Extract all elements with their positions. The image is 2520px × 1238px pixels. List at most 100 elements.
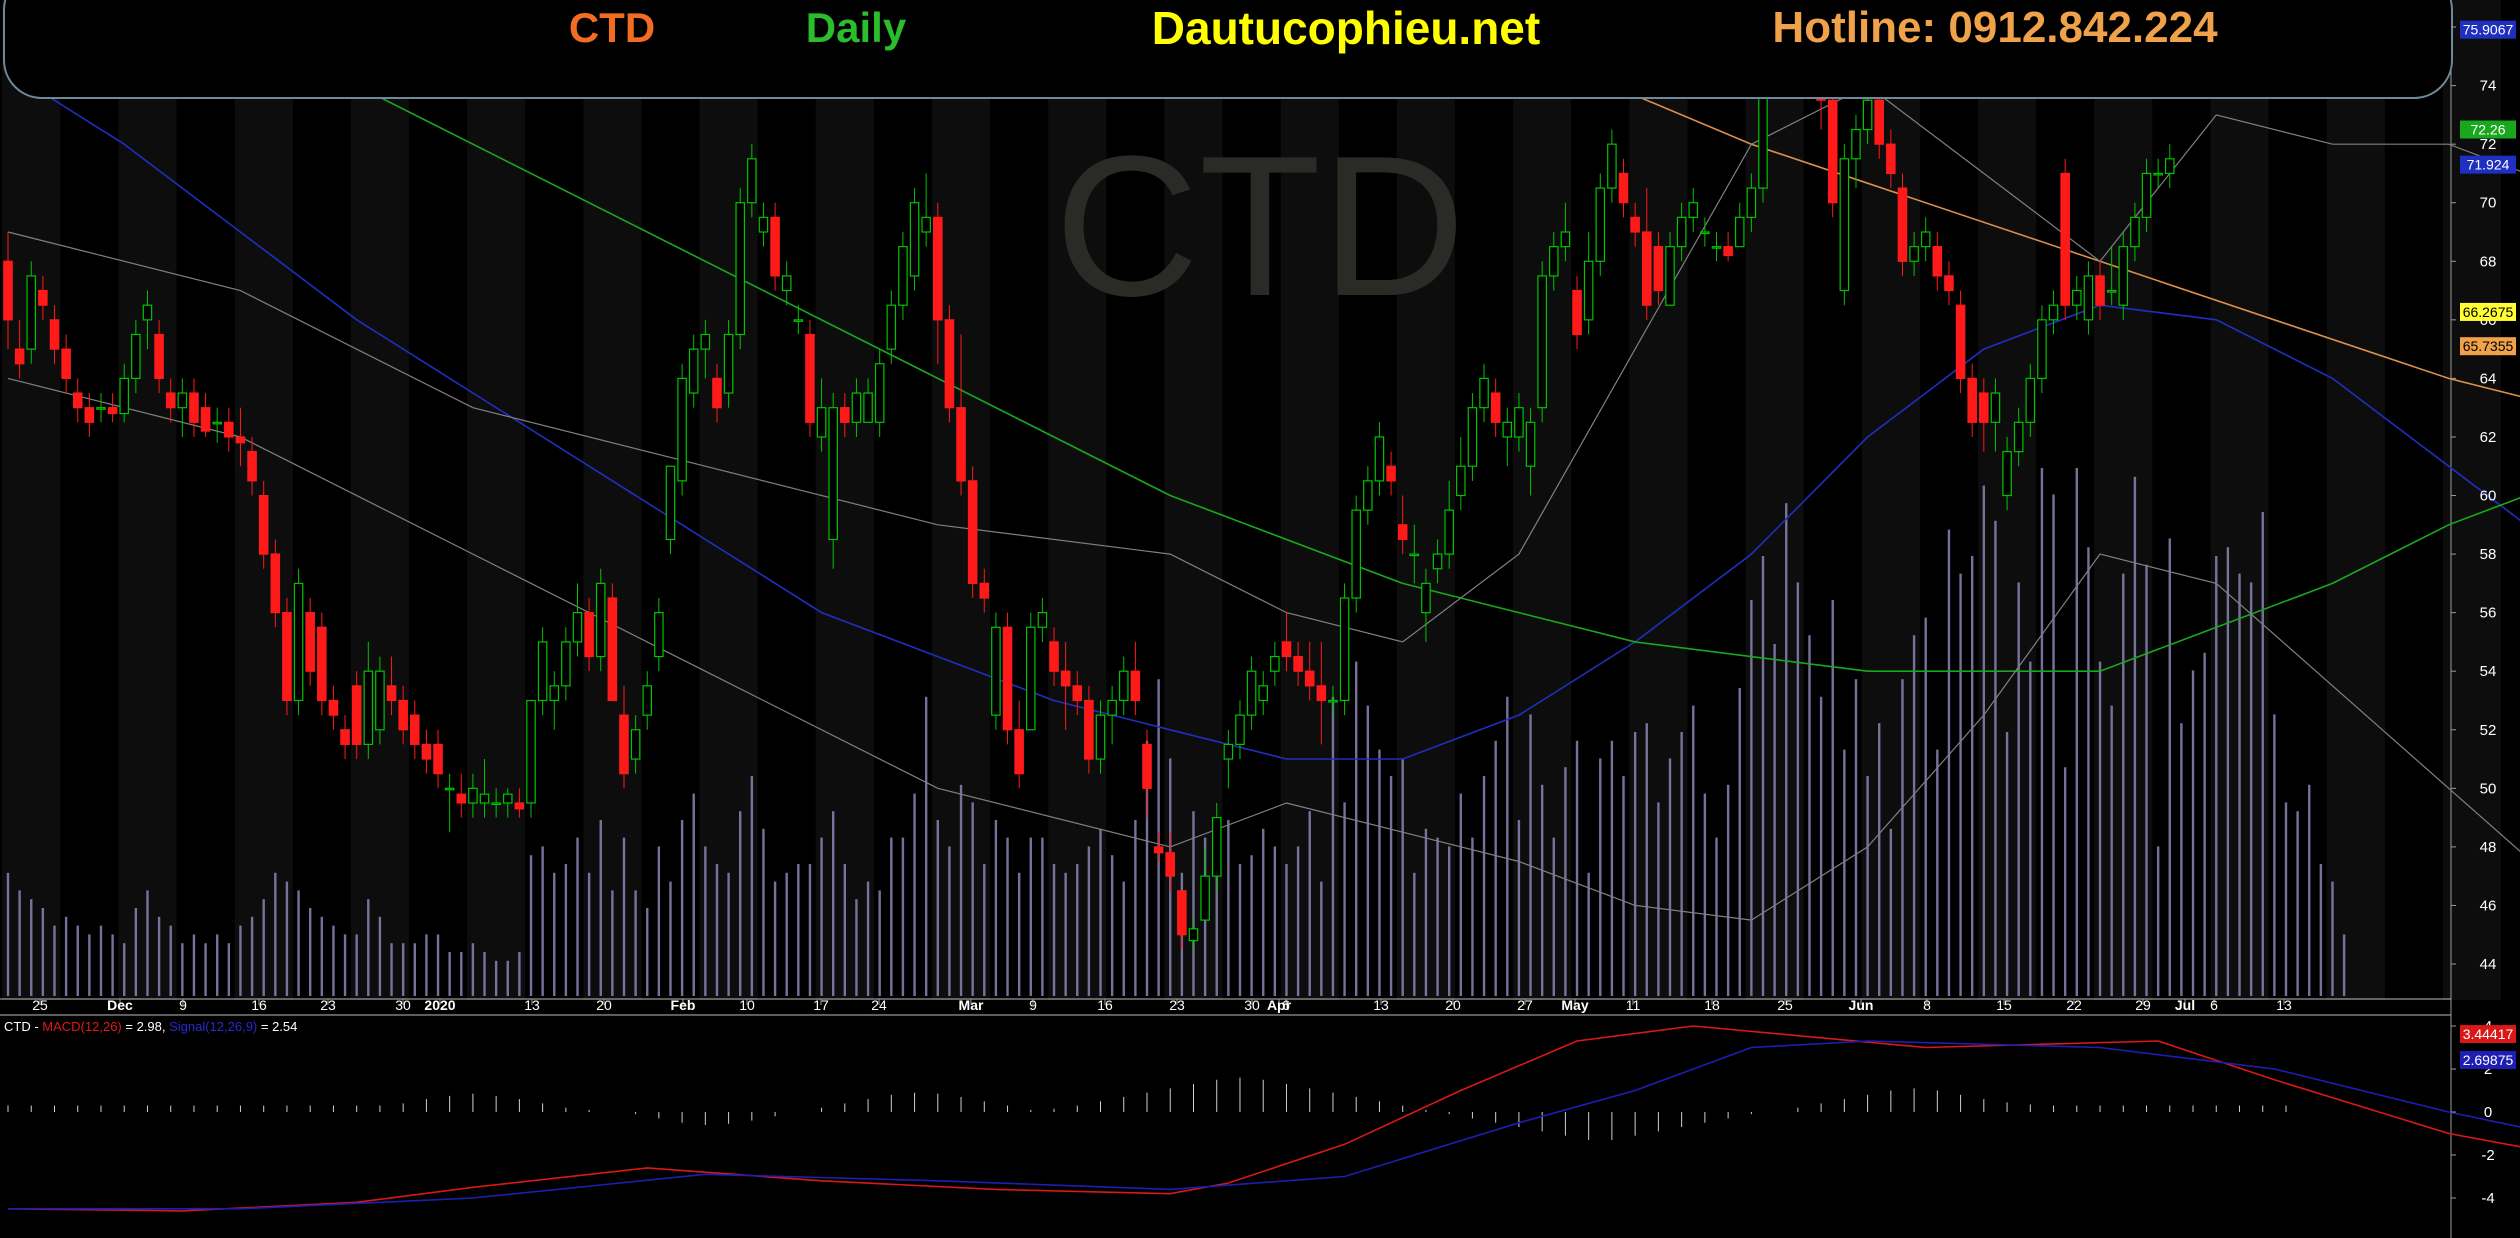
- candle: [142, 290, 153, 350]
- candle-body: [1746, 187, 1757, 218]
- volume-bar: [1970, 556, 1974, 996]
- candle-body: [2164, 158, 2175, 175]
- volume-bar: [1750, 600, 1753, 996]
- candle: [1653, 232, 1664, 306]
- candle: [258, 480, 269, 569]
- price-tick-label: 54: [2480, 663, 2497, 680]
- candle-body: [293, 582, 304, 702]
- candle-body: [1165, 852, 1176, 877]
- date-tick-label: 10: [739, 997, 755, 1013]
- volume-bar: [727, 872, 730, 996]
- volume-bar: [1459, 793, 1463, 996]
- candle: [921, 173, 931, 247]
- candle: [421, 729, 432, 774]
- volume-bar: [2308, 784, 2311, 996]
- volume-bar: [1110, 855, 1114, 996]
- candle: [351, 671, 362, 760]
- candle: [3, 232, 13, 350]
- candle-body: [1223, 743, 1234, 760]
- candle-body: [1107, 699, 1117, 716]
- volume-bar: [2017, 582, 2020, 996]
- candle: [642, 671, 653, 730]
- date-tick-label: 9: [179, 997, 187, 1013]
- volume-bar: [622, 837, 626, 996]
- candle-body: [2060, 172, 2070, 306]
- candle-body: [607, 597, 618, 702]
- candle-body: [479, 793, 490, 804]
- volume-bar: [460, 952, 463, 996]
- volume-bar: [99, 925, 103, 996]
- candle-body: [944, 319, 955, 409]
- candle-body: [1676, 216, 1687, 248]
- candle-body: [654, 612, 664, 658]
- date-tick-label: 18: [1704, 997, 1720, 1013]
- candle-body: [1700, 231, 1710, 235]
- candle-body: [1270, 655, 1280, 672]
- candle: [1293, 641, 1303, 686]
- volume-bar: [1134, 820, 1137, 996]
- candle: [1328, 685, 1338, 716]
- volume-bar: [1587, 872, 1590, 996]
- candle: [14, 319, 25, 379]
- candle: [305, 598, 315, 686]
- candle-body: [1235, 714, 1245, 745]
- candle-body: [1432, 553, 1443, 570]
- volume-bar: [2145, 564, 2148, 996]
- price-tick-label: 70: [2480, 195, 2497, 212]
- candle: [1456, 436, 1466, 511]
- date-tick-label: May: [1561, 997, 1588, 1013]
- candle: [1560, 202, 1571, 262]
- volume-bar: [64, 916, 68, 996]
- candle: [654, 598, 664, 672]
- candle-body: [1618, 172, 1629, 204]
- candle-body: [828, 407, 838, 541]
- volume-bar: [192, 934, 196, 996]
- candle-body: [2118, 246, 2129, 306]
- volume-bar: [1447, 846, 1451, 996]
- date-tick-label: Apr: [1267, 997, 1292, 1013]
- candle: [572, 583, 583, 657]
- price-tick-label: 60: [2480, 488, 2497, 505]
- candle: [2002, 436, 2012, 511]
- candle-body: [247, 451, 257, 482]
- candle-body: [2153, 172, 2163, 176]
- volume-bar: [1552, 837, 1555, 996]
- candle: [886, 290, 897, 364]
- volume-bar: [692, 793, 695, 996]
- candle: [712, 363, 722, 423]
- week-band: [2326, 0, 2385, 1000]
- candle: [1502, 407, 1513, 467]
- candle: [677, 363, 687, 496]
- candle: [224, 407, 234, 452]
- candle: [1339, 583, 1350, 716]
- candle-body: [967, 480, 978, 584]
- volume-bar: [436, 934, 440, 996]
- candle: [456, 773, 467, 818]
- candle: [1188, 920, 1199, 950]
- candle: [851, 378, 862, 437]
- volume-bar: [1773, 644, 1776, 996]
- macd-legend-signal: Signal(12,26,9): [169, 1019, 257, 1034]
- candle-body: [1514, 407, 1524, 438]
- candle: [398, 685, 408, 745]
- volume-bar: [2238, 573, 2241, 996]
- volume-bar: [2029, 661, 2032, 996]
- candle: [967, 466, 978, 598]
- volume-bar: [1285, 864, 1288, 996]
- candle: [1851, 114, 1861, 189]
- candle-body: [258, 494, 269, 555]
- candle: [1246, 656, 1257, 730]
- volume-bar: [657, 846, 661, 996]
- candle-body: [200, 407, 211, 432]
- candle: [1700, 217, 1710, 247]
- volume-bar: [599, 820, 602, 996]
- candle-body: [1630, 216, 1640, 233]
- date-tick-label: 17: [813, 997, 829, 1013]
- candle-body: [1851, 128, 1861, 160]
- overlay-ma20: [7, 70, 2520, 760]
- candle: [1002, 612, 1013, 745]
- candle: [363, 641, 374, 760]
- candle-body: [572, 612, 583, 643]
- price-label-value: 71.924: [2467, 157, 2510, 173]
